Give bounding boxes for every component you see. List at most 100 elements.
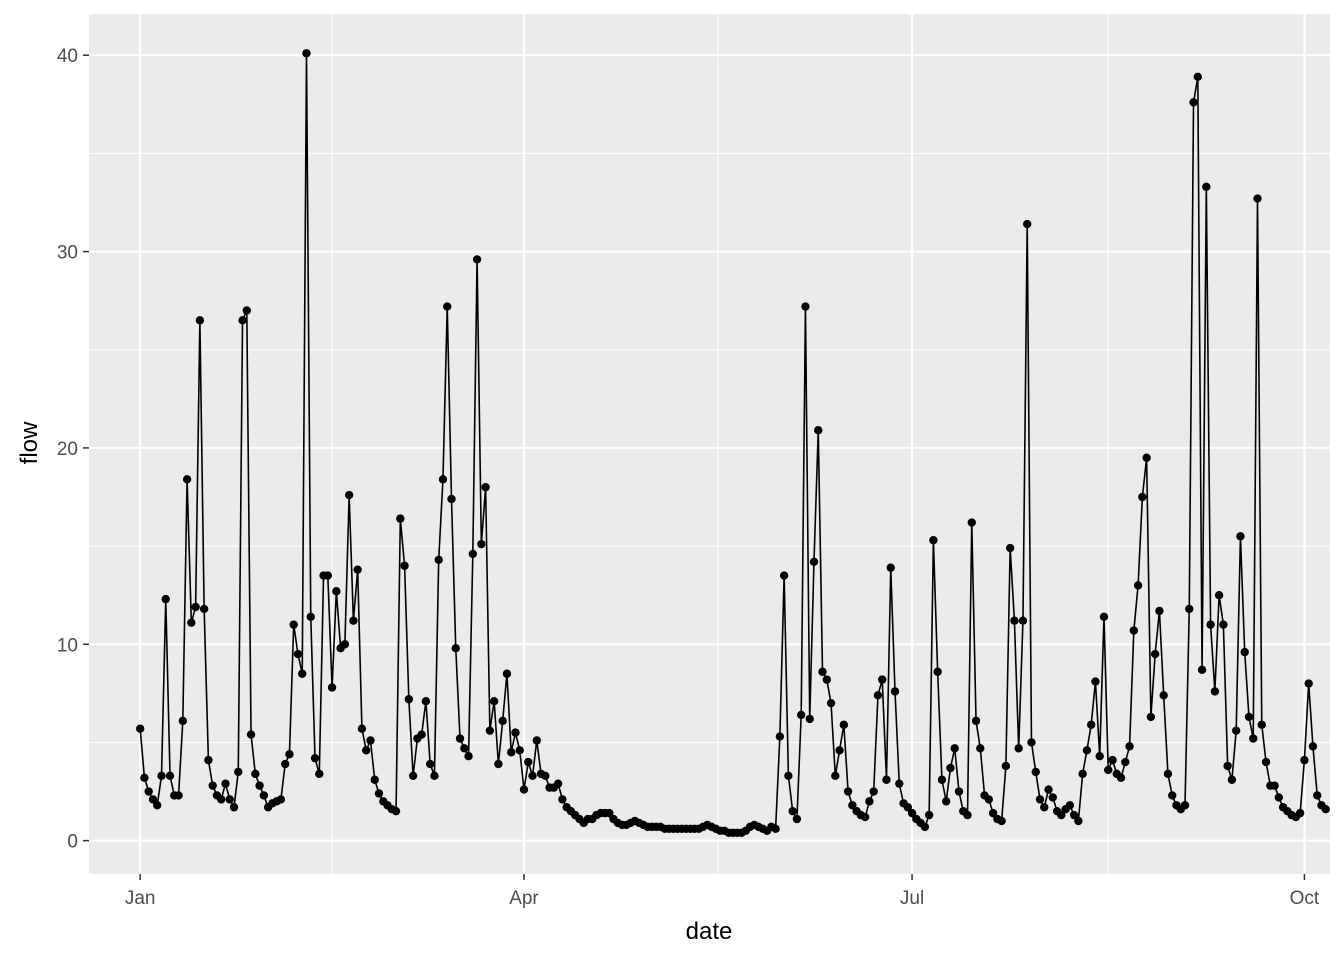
data-point xyxy=(447,494,456,504)
data-point xyxy=(430,771,439,781)
data-point xyxy=(839,720,849,729)
data-point xyxy=(967,518,976,527)
data-point xyxy=(404,695,414,704)
data-point xyxy=(835,746,844,755)
data-point xyxy=(997,816,1006,826)
data-point xyxy=(1210,687,1220,696)
data-point xyxy=(558,795,567,804)
data-point xyxy=(848,801,857,810)
data-point xyxy=(941,797,951,806)
data-point xyxy=(818,667,827,676)
data-point xyxy=(421,697,431,706)
data-point xyxy=(1270,781,1279,790)
data-point xyxy=(1300,755,1309,765)
data-point xyxy=(963,810,972,820)
data-point xyxy=(1304,679,1313,688)
data-point xyxy=(1274,793,1284,802)
data-point xyxy=(1027,738,1036,747)
data-point xyxy=(1231,726,1241,735)
data-point xyxy=(1313,791,1322,800)
data-point xyxy=(165,771,175,781)
data-point xyxy=(541,771,550,781)
data-point xyxy=(792,814,802,824)
data-point xyxy=(1253,194,1262,203)
data-point xyxy=(826,698,836,708)
data-point xyxy=(310,753,320,763)
data-point xyxy=(229,803,239,812)
data-point xyxy=(831,771,840,781)
data-point xyxy=(1168,791,1177,800)
data-point xyxy=(1240,647,1249,657)
data-point xyxy=(1159,691,1168,700)
data-point xyxy=(903,803,912,812)
data-point xyxy=(396,514,405,523)
data-point xyxy=(1155,606,1164,616)
data-point xyxy=(1308,742,1318,751)
data-point xyxy=(289,620,298,629)
data-point xyxy=(489,697,499,706)
data-point xyxy=(1078,769,1087,779)
data-point xyxy=(532,736,541,745)
data-point xyxy=(370,775,379,784)
data-point xyxy=(221,779,230,788)
data-point xyxy=(1023,219,1032,229)
plot-panel xyxy=(89,14,1330,874)
data-point xyxy=(1236,532,1245,541)
data-point xyxy=(276,795,286,804)
data-point xyxy=(357,724,367,733)
data-point xyxy=(140,773,149,782)
data-point xyxy=(1065,801,1075,810)
data-point xyxy=(182,475,192,484)
data-point xyxy=(873,691,883,700)
data-point xyxy=(1223,761,1232,771)
x-tick-label: Apr xyxy=(509,888,539,909)
data-point xyxy=(524,757,533,767)
y-tick-label: 0 xyxy=(67,832,78,853)
data-point xyxy=(153,801,162,810)
data-point xyxy=(1040,803,1049,812)
data-point xyxy=(860,812,870,822)
data-point xyxy=(498,716,507,726)
data-point xyxy=(976,744,985,753)
data-point xyxy=(605,808,614,818)
data-point xyxy=(511,728,520,737)
data-point xyxy=(1142,453,1151,462)
data-point xyxy=(472,255,482,264)
data-point xyxy=(400,561,409,570)
data-point xyxy=(929,536,938,545)
data-point xyxy=(302,49,311,58)
data-point xyxy=(1082,746,1092,755)
data-point xyxy=(924,810,934,820)
data-point xyxy=(332,587,341,596)
data-point xyxy=(408,771,418,781)
data-point xyxy=(199,604,209,614)
data-point xyxy=(285,750,294,759)
data-point xyxy=(468,549,478,559)
data-point xyxy=(1005,543,1015,553)
data-point xyxy=(779,571,789,580)
data-point xyxy=(366,736,375,745)
data-point xyxy=(1057,810,1066,820)
data-point xyxy=(1206,620,1215,629)
data-point xyxy=(391,806,401,816)
data-point xyxy=(1086,720,1096,729)
data-point xyxy=(148,795,158,804)
y-tick-label: 20 xyxy=(57,439,78,460)
flow-points xyxy=(135,49,1330,837)
data-point xyxy=(1069,810,1079,820)
data-point xyxy=(886,563,895,572)
y-tick-label: 30 xyxy=(57,243,78,264)
data-point xyxy=(1138,492,1147,502)
data-point xyxy=(775,732,785,741)
data-point xyxy=(1193,72,1203,82)
data-point xyxy=(327,683,337,692)
data-point xyxy=(187,618,196,627)
data-point xyxy=(455,734,465,743)
data-point xyxy=(246,730,256,739)
data-point xyxy=(937,775,947,784)
data-point xyxy=(809,557,819,567)
data-point xyxy=(1227,775,1237,784)
data-point xyxy=(315,769,324,779)
data-point xyxy=(340,640,350,649)
